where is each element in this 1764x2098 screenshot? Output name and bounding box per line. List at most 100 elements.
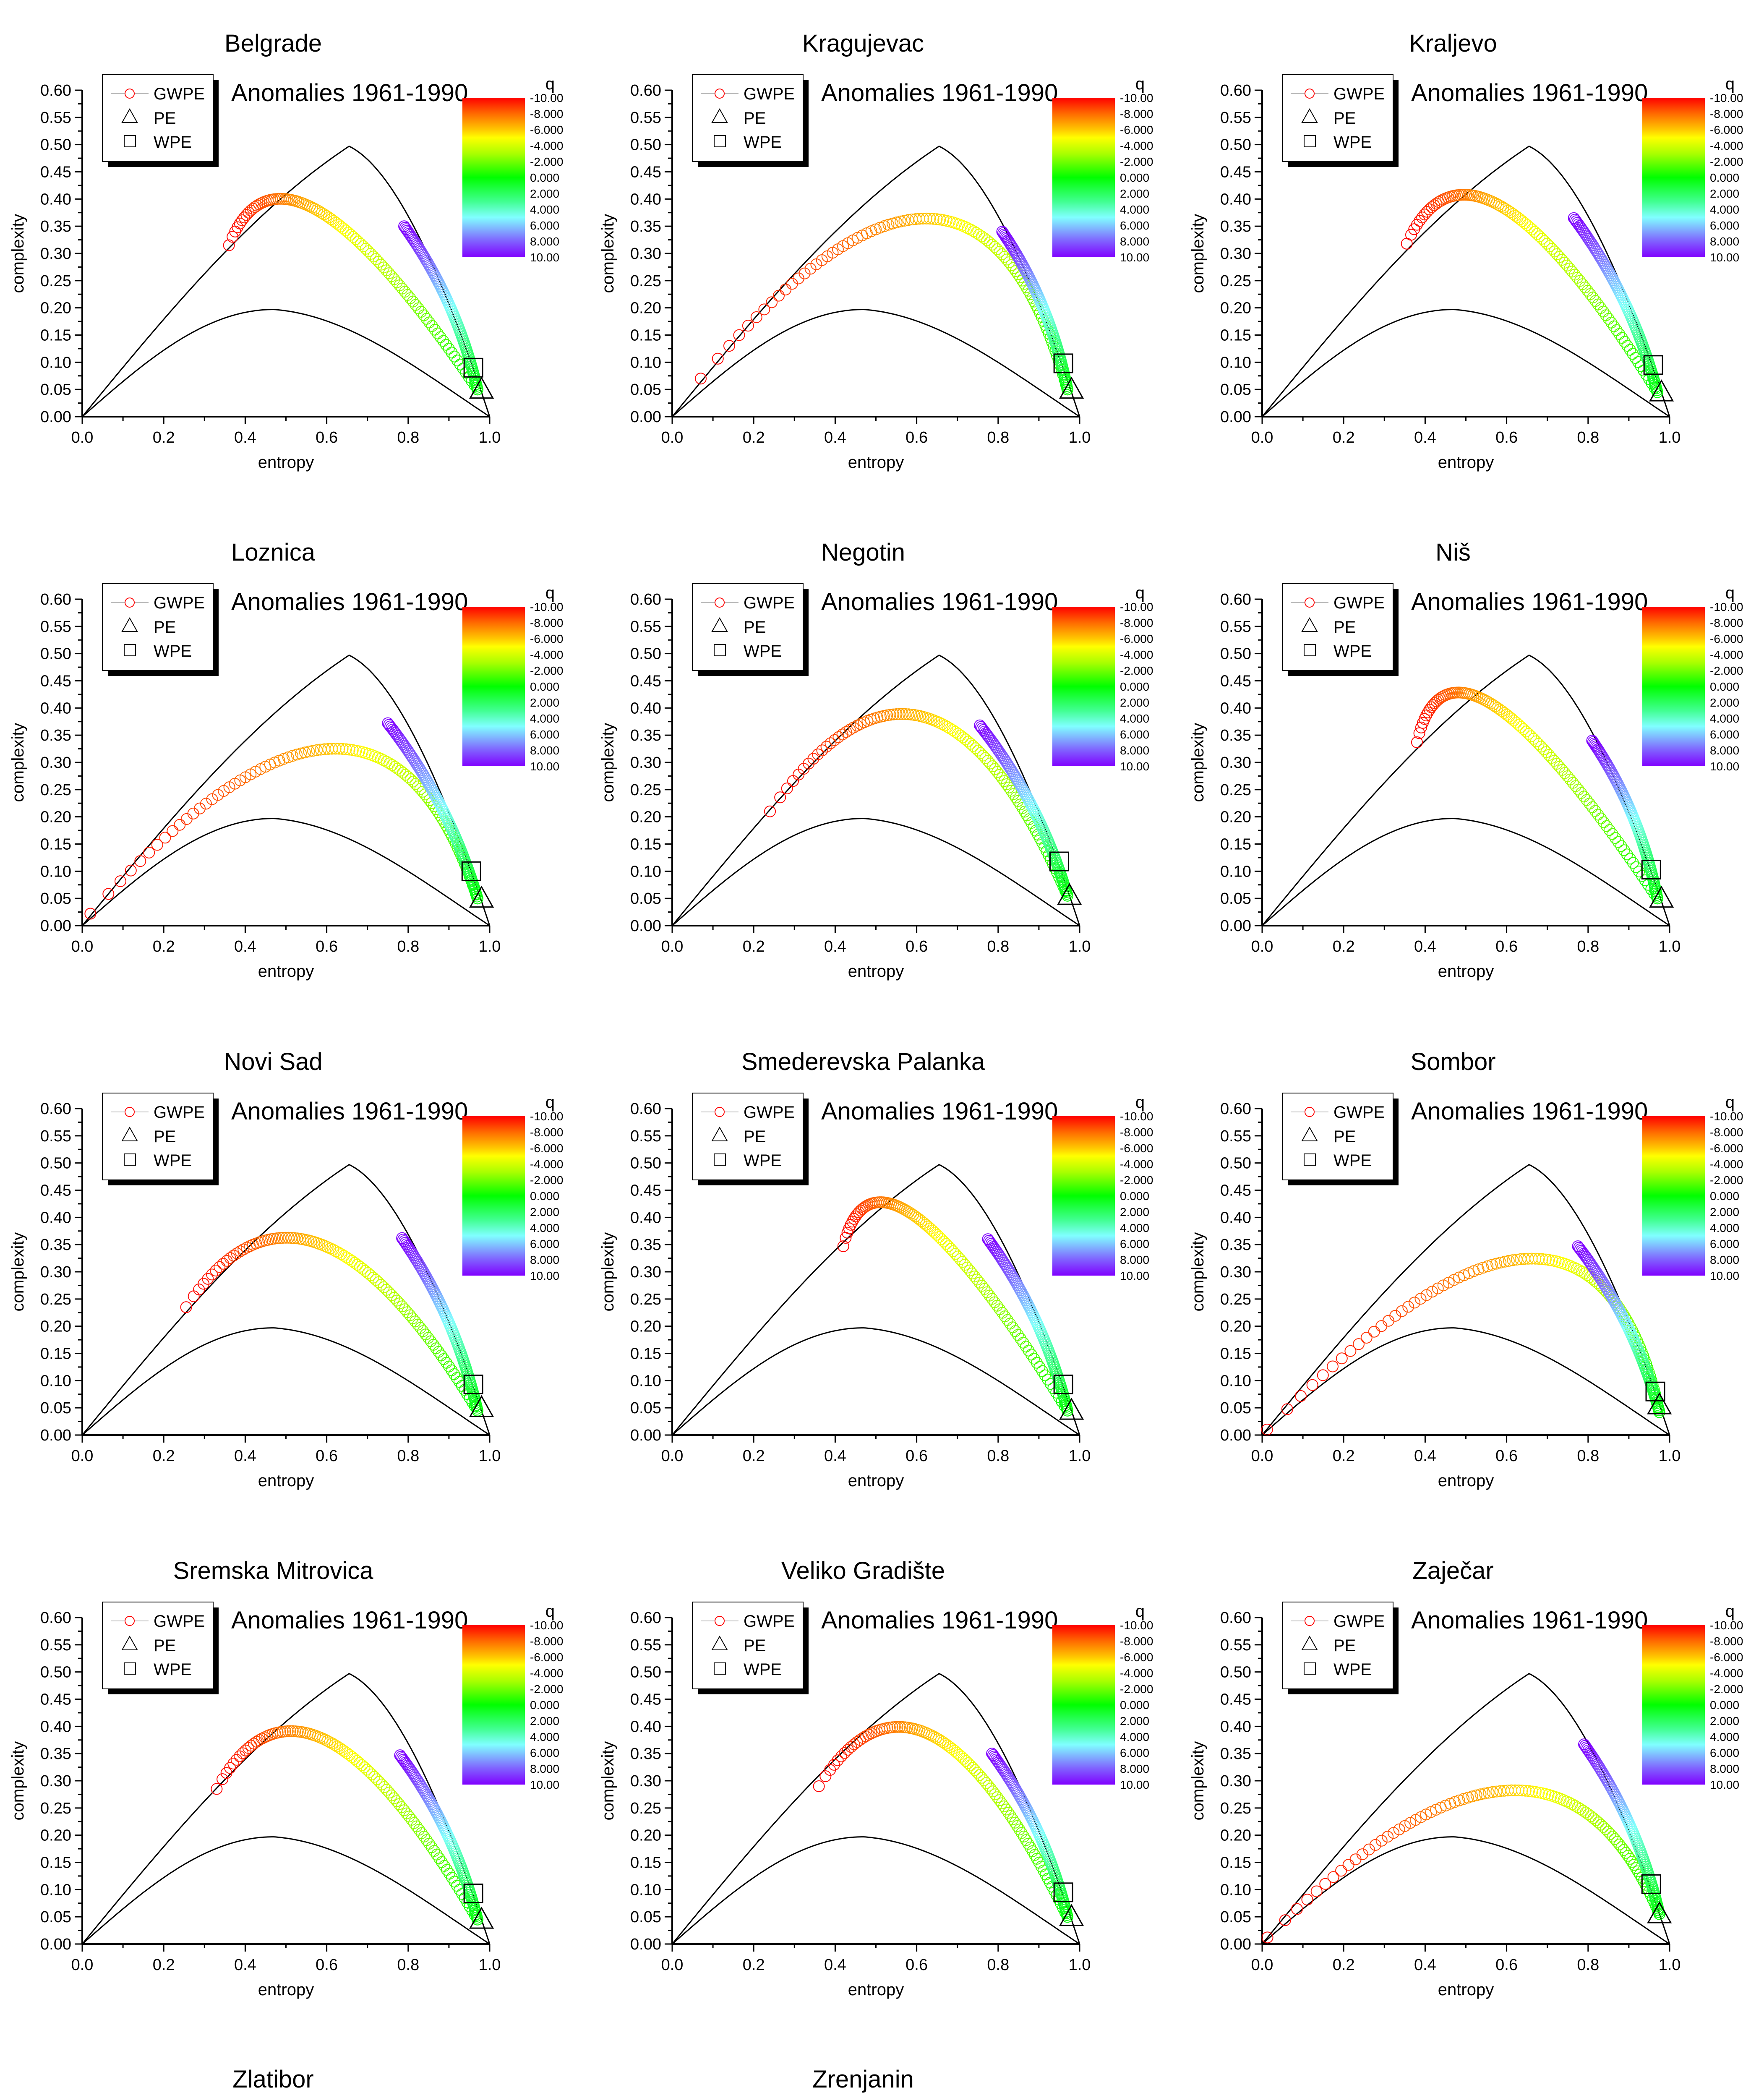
- chart-panel: Negotin Anomalies 1961-1990 0.00 0.05 0.10 0.…: [599, 539, 1153, 981]
- wpe-marker: [1053, 353, 1073, 373]
- y-tick-label: 0.20: [630, 809, 661, 826]
- y-axis-label: complexity: [599, 723, 617, 802]
- gwpe-point: [1029, 1849, 1041, 1861]
- gwpe-point: [443, 1360, 455, 1373]
- colorbar-tick-label: 6.000: [530, 728, 559, 741]
- colorbar-tick-label: -6.000: [1120, 1142, 1153, 1155]
- gwpe-point: [224, 1762, 236, 1774]
- x-tick-label: 0.8: [987, 1447, 1009, 1465]
- gwpe-point: [895, 215, 907, 227]
- gwpe-point: [1443, 1276, 1455, 1289]
- legend-triangle-icon: [1301, 1126, 1318, 1141]
- colorbar-tick-label: 2.000: [1710, 696, 1739, 709]
- chart-subtitle: Anomalies 1961-1990: [821, 1098, 1058, 1125]
- gwpe-point: [840, 726, 852, 738]
- x-tick-label: 0.6: [905, 1956, 928, 1974]
- y-tick-label: 0.20: [40, 1827, 71, 1845]
- colorbar-tick-label: 6.000: [1120, 219, 1149, 232]
- y-tick-label: 0.45: [40, 164, 71, 181]
- colorbar-title: q: [545, 584, 555, 602]
- y-tick-label: 0.25: [1220, 272, 1251, 290]
- gwpe-point: [896, 708, 908, 720]
- gwpe-point: [835, 1750, 847, 1762]
- gwpe-point: [234, 217, 246, 230]
- y-axis-label: complexity: [9, 1741, 27, 1821]
- legend-circle-icon: [125, 89, 135, 99]
- gwpe-point: [418, 1831, 430, 1842]
- colorbar-tick-label: 4.000: [1120, 1221, 1149, 1234]
- colorbar-tick-label: -6.000: [530, 1142, 563, 1155]
- colorbar-tick-label: -8.000: [1120, 107, 1153, 120]
- gwpe-point: [1624, 1853, 1636, 1865]
- chart-title: Sombor: [1410, 1048, 1495, 1075]
- gwpe-point: [1526, 223, 1538, 235]
- gwpe-point: [1482, 1787, 1495, 1799]
- y-tick-label: 0.35: [40, 727, 71, 744]
- gwpe-point: [890, 217, 903, 229]
- gwpe-point: [1402, 1301, 1414, 1313]
- gwpe-point: [289, 1725, 301, 1738]
- x-tick-label: 0.6: [905, 938, 928, 955]
- gwpe-point: [356, 1759, 368, 1771]
- y-tick-label: 0.10: [1220, 1372, 1251, 1390]
- pe-marker: [469, 1395, 494, 1417]
- gwpe-point: [1522, 728, 1534, 740]
- colorbar-tick-label: -8.000: [530, 1126, 563, 1139]
- min-complexity-curve: [82, 309, 490, 418]
- min-complexity-curve: [672, 818, 1080, 926]
- colorbar-tick-label: 10.00: [1710, 1778, 1739, 1791]
- gwpe-point: [1533, 1253, 1545, 1265]
- x-tick-label: 0.4: [1414, 938, 1436, 955]
- colorbar-title: q: [1725, 584, 1735, 602]
- gwpe-point: [1470, 1789, 1482, 1801]
- gwpe-point: [1375, 1320, 1388, 1332]
- gwpe-point: [1567, 777, 1579, 789]
- y-tick-label: 0.25: [40, 1291, 71, 1308]
- y-tick-label: 0.40: [1220, 1718, 1251, 1735]
- chart-panel: Belgrade Anomalies 1961-1990 0.00 0.05 0.10 0…: [9, 30, 563, 472]
- gwpe-point: [1011, 1820, 1023, 1832]
- colorbar-tick-label: -2.000: [530, 1683, 563, 1696]
- y-tick-label: 0.35: [630, 1236, 661, 1254]
- gwpe-point: [438, 1860, 450, 1872]
- gwpe-point: [464, 1392, 476, 1404]
- gwpe-point: [854, 1734, 866, 1746]
- legend-square-icon: [1304, 1153, 1316, 1166]
- chart-subtitle: Anomalies 1961-1990: [231, 79, 468, 107]
- y-tick-label: 0.05: [40, 1399, 71, 1417]
- y-tick-label: 0.10: [1220, 354, 1251, 371]
- y-tick-label: 0.50: [630, 645, 661, 663]
- legend-box: [1282, 1093, 1393, 1180]
- x-axis-label: entropy: [848, 1472, 904, 1490]
- gwpe-point: [287, 750, 298, 762]
- wpe-marker: [1643, 355, 1663, 375]
- gwpe-point: [1602, 313, 1615, 325]
- gwpe-point: [989, 763, 1001, 775]
- y-tick-label: 0.15: [630, 1854, 661, 1872]
- y-tick-label: 0.55: [630, 109, 661, 127]
- gwpe-point: [1580, 1251, 1592, 1263]
- gwpe-point: [812, 748, 824, 760]
- legend-triangle-icon: [121, 1126, 138, 1141]
- colorbar-tick-label: -4.000: [1120, 1667, 1153, 1680]
- colorbar-tick-label: 4.000: [1710, 1221, 1739, 1234]
- y-tick-label: 0.40: [1220, 190, 1251, 208]
- gwpe-point: [972, 744, 984, 757]
- gwpe-point: [396, 1752, 408, 1764]
- gwpe-point: [984, 1236, 996, 1248]
- gwpe-point: [383, 719, 395, 731]
- gwpe-point: [1012, 1329, 1024, 1341]
- y-tick-label: 0.10: [40, 354, 71, 371]
- colorbar-tick-label: 10.00: [1710, 1269, 1739, 1282]
- colorbar-tick-label: -6.000: [1120, 632, 1153, 645]
- gwpe-point: [991, 766, 1003, 778]
- gwpe-point: [962, 1757, 974, 1769]
- gwpe-point: [180, 813, 193, 825]
- y-tick-label: 0.50: [1220, 645, 1251, 663]
- y-tick-label: 0.05: [1220, 890, 1251, 908]
- gwpe-point: [1000, 1803, 1012, 1816]
- gwpe-point: [1421, 206, 1433, 218]
- gwpe-point: [210, 1265, 222, 1276]
- y-tick-label: 0.15: [1220, 836, 1251, 853]
